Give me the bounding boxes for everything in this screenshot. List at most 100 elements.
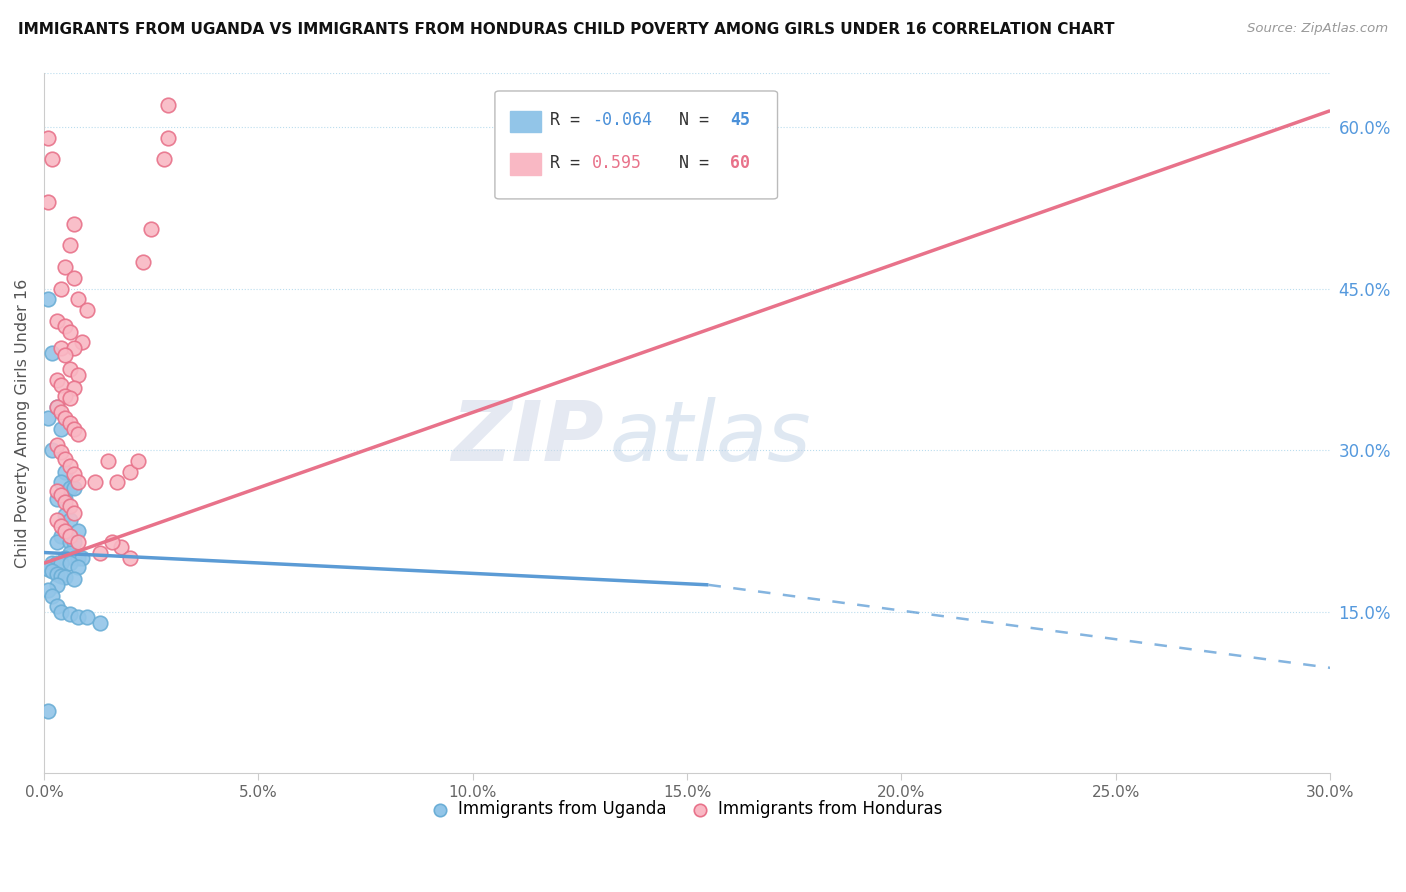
Point xyxy=(101,534,124,549)
Point xyxy=(63,421,86,435)
Point xyxy=(45,400,67,414)
Point xyxy=(45,484,67,499)
Point xyxy=(127,454,149,468)
Point xyxy=(59,392,82,406)
Point xyxy=(53,495,76,509)
Point xyxy=(72,550,94,565)
Point xyxy=(53,348,76,362)
Point xyxy=(37,293,59,307)
Point xyxy=(53,550,76,565)
Point xyxy=(49,405,72,419)
Point xyxy=(53,508,76,522)
Point xyxy=(67,475,90,490)
Point xyxy=(59,513,82,527)
Point xyxy=(41,443,63,458)
Text: -0.064: -0.064 xyxy=(592,112,652,129)
Point xyxy=(53,491,76,506)
Point xyxy=(63,573,86,587)
Point xyxy=(153,152,176,166)
Point xyxy=(59,362,82,376)
Point xyxy=(53,524,76,538)
Point xyxy=(45,400,67,414)
Point xyxy=(49,445,72,459)
Point xyxy=(59,607,82,621)
Point xyxy=(49,556,72,570)
Point xyxy=(63,481,86,495)
Y-axis label: Child Poverty Among Girls Under 16: Child Poverty Among Girls Under 16 xyxy=(15,278,30,568)
Legend: Immigrants from Uganda, Immigrants from Honduras: Immigrants from Uganda, Immigrants from … xyxy=(425,793,949,824)
Point xyxy=(157,98,180,112)
Point xyxy=(63,550,86,565)
Point xyxy=(37,704,59,718)
Point xyxy=(45,578,67,592)
Text: R =: R = xyxy=(550,154,600,172)
Text: 60: 60 xyxy=(730,154,749,172)
Point xyxy=(41,556,63,570)
Point xyxy=(59,238,82,252)
Point xyxy=(37,195,59,210)
Point xyxy=(110,540,132,554)
Point xyxy=(37,130,59,145)
Point xyxy=(76,303,98,318)
Point xyxy=(37,562,59,576)
Point xyxy=(45,438,67,452)
Point xyxy=(59,416,82,430)
Point xyxy=(118,465,141,479)
Text: N =: N = xyxy=(659,112,720,129)
Point xyxy=(53,260,76,274)
Point xyxy=(67,559,90,574)
Point xyxy=(49,281,72,295)
Point xyxy=(53,319,76,334)
Point xyxy=(49,475,72,490)
Text: N =: N = xyxy=(659,154,720,172)
Point xyxy=(157,130,180,145)
Point xyxy=(41,152,63,166)
Point xyxy=(131,254,153,268)
Text: 45: 45 xyxy=(730,112,749,129)
Point xyxy=(63,341,86,355)
Point xyxy=(49,529,72,543)
Point xyxy=(59,556,82,570)
Point xyxy=(41,564,63,578)
Text: ZIP: ZIP xyxy=(451,397,603,478)
Point xyxy=(63,534,86,549)
Point xyxy=(67,427,90,442)
Point xyxy=(59,529,82,543)
Point xyxy=(45,599,67,614)
Point xyxy=(59,325,82,339)
Text: R =: R = xyxy=(550,112,589,129)
Text: atlas: atlas xyxy=(610,397,811,478)
Point xyxy=(45,556,67,570)
Point xyxy=(67,293,90,307)
Point xyxy=(63,217,86,231)
Point xyxy=(105,475,128,490)
Point xyxy=(76,610,98,624)
Point xyxy=(53,389,76,403)
Point xyxy=(49,378,72,392)
Point xyxy=(67,368,90,382)
Point xyxy=(63,270,86,285)
Point xyxy=(67,550,90,565)
Point xyxy=(49,569,72,583)
Point xyxy=(41,589,63,603)
Point xyxy=(45,314,67,328)
Point xyxy=(45,373,67,387)
Point xyxy=(53,451,76,466)
Point xyxy=(41,346,63,360)
Point xyxy=(67,610,90,624)
Point xyxy=(45,513,67,527)
Point xyxy=(49,488,72,502)
Point xyxy=(72,335,94,350)
Point xyxy=(45,567,67,582)
Text: Source: ZipAtlas.com: Source: ZipAtlas.com xyxy=(1247,22,1388,36)
Point xyxy=(59,459,82,474)
Point xyxy=(45,491,67,506)
Point xyxy=(59,481,82,495)
Point xyxy=(97,454,120,468)
Point xyxy=(63,381,86,395)
Point xyxy=(63,467,86,481)
Point xyxy=(37,410,59,425)
Point xyxy=(53,465,76,479)
Point xyxy=(37,583,59,598)
Text: 0.595: 0.595 xyxy=(592,154,643,172)
